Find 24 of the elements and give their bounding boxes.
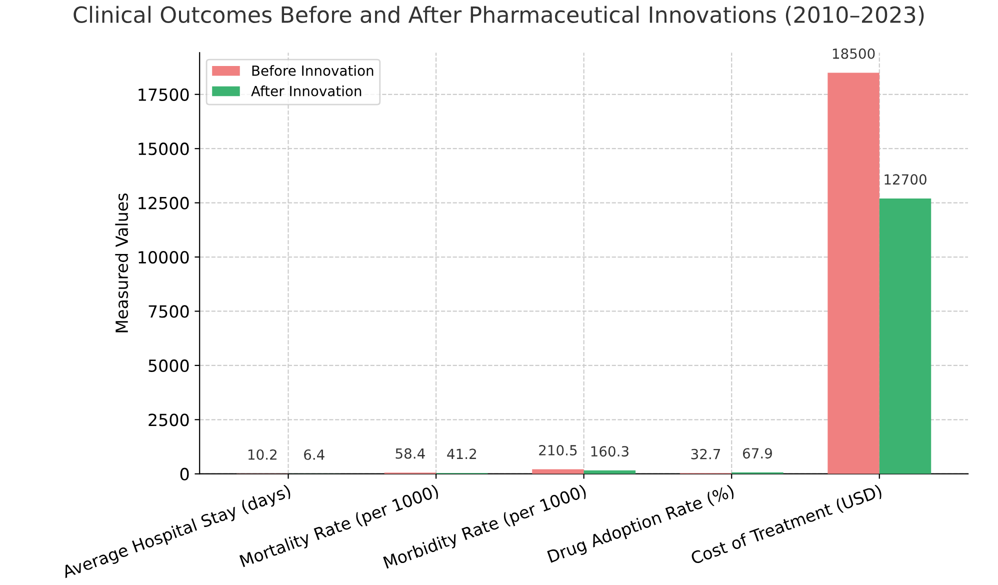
y-tick-label: 7500 (148, 305, 189, 318)
data-label: 18500 (832, 48, 875, 59)
y-tick-label: 2500 (148, 414, 189, 426)
data-label: 160.3 (591, 446, 628, 457)
data-label: 58.4 (396, 448, 425, 459)
legend-label: Before Innovation (252, 65, 374, 76)
y-tick-label: 0 (180, 468, 189, 480)
bar (828, 72, 880, 474)
data-label: 6.4 (304, 449, 324, 460)
data-label: 41.2 (447, 448, 476, 459)
legend-label: After Innovation (251, 86, 362, 96)
data-label: 67.9 (742, 448, 772, 459)
y-axis-title: Measured Values (115, 193, 128, 332)
data-label: 12700 (884, 174, 926, 185)
y-tick-label: 12500 (138, 196, 189, 210)
bar (879, 198, 932, 474)
data-label: 210.5 (539, 444, 577, 456)
chart-title: Clinical Outcomes Before and After Pharmaceutical Innovations (2010–2023) (74, 6, 924, 26)
y-tick-label: 5000 (148, 359, 189, 372)
y-tick-label: 10000 (138, 250, 189, 264)
y-tick-label: 15000 (138, 142, 189, 156)
data-label: 32.7 (691, 448, 720, 460)
data-label: 10.2 (248, 449, 276, 460)
y-tick-label: 17500 (138, 88, 189, 101)
